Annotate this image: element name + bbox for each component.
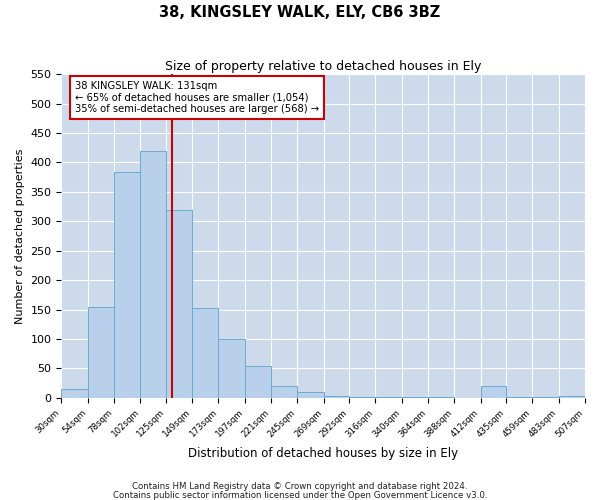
Bar <box>218 339 245 398</box>
Text: 38, KINGSLEY WALK, ELY, CB6 3BZ: 38, KINGSLEY WALK, ELY, CB6 3BZ <box>160 5 440 20</box>
Text: Contains public sector information licensed under the Open Government Licence v3: Contains public sector information licen… <box>113 490 487 500</box>
Bar <box>245 366 271 398</box>
Y-axis label: Number of detached properties: Number of detached properties <box>15 148 25 324</box>
Bar <box>271 386 298 398</box>
Bar <box>298 392 324 398</box>
Bar <box>114 172 140 398</box>
Bar <box>559 396 585 398</box>
Bar <box>349 396 376 398</box>
Bar <box>140 150 166 398</box>
Bar <box>166 210 192 398</box>
Bar <box>192 308 218 398</box>
Bar <box>481 386 506 398</box>
X-axis label: Distribution of detached houses by size in Ely: Distribution of detached houses by size … <box>188 447 458 460</box>
Title: Size of property relative to detached houses in Ely: Size of property relative to detached ho… <box>165 60 481 73</box>
Bar <box>61 389 88 398</box>
Bar <box>88 306 114 398</box>
Text: Contains HM Land Registry data © Crown copyright and database right 2024.: Contains HM Land Registry data © Crown c… <box>132 482 468 491</box>
Text: 38 KINGSLEY WALK: 131sqm
← 65% of detached houses are smaller (1,054)
35% of sem: 38 KINGSLEY WALK: 131sqm ← 65% of detach… <box>74 81 319 114</box>
Bar <box>324 396 349 398</box>
